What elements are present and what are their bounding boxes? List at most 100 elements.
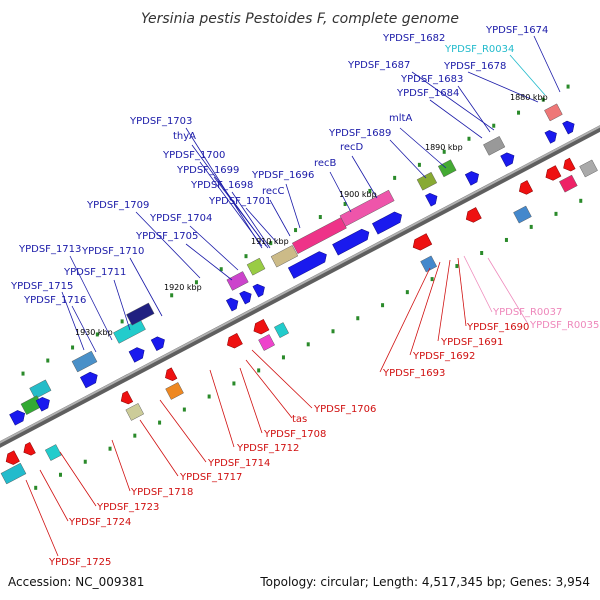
gene-label[interactable]: recC [262, 186, 285, 197]
gene-label[interactable]: YPDSF_1724 [68, 517, 131, 528]
forward-gene-labels: YPDSF_1674 YPDSF_1682 YPDSF_1678 YPDSF_1… [10, 25, 548, 306]
gene-label[interactable]: YPDSF_1674 [485, 25, 548, 36]
gene-label[interactable]: YPDSF_1701 [208, 196, 271, 207]
gene-label[interactable]: YPDSF_1700 [162, 150, 225, 161]
gene-arrow-shape [465, 207, 482, 223]
tick-mark [356, 316, 360, 321]
gene-arrow-shape [464, 171, 479, 186]
gene-arrow-shape [332, 228, 370, 256]
tick-mark [331, 329, 335, 334]
leader-line [231, 191, 271, 249]
gene-label[interactable]: YPDSF_1718 [130, 487, 193, 498]
gene-label[interactable]: YPDSF_1678 [443, 61, 506, 72]
leader-line [409, 261, 441, 356]
leader-line [199, 161, 263, 247]
gene-label[interactable]: YPDSF_1698 [190, 180, 253, 191]
gene-label[interactable]: YPDSF_1714 [207, 458, 270, 469]
tick-mark [430, 277, 434, 282]
tick-mark [21, 371, 25, 376]
gene-label[interactable]: YPDSF_1689 [328, 128, 391, 139]
tick-mark [232, 381, 236, 386]
gene-label[interactable]: YPDSF_1683 [400, 74, 463, 85]
tick-mark [83, 459, 87, 464]
gene-label[interactable]: YPDSF_1682 [382, 33, 445, 44]
gene-box [258, 334, 275, 351]
gene-box [420, 255, 438, 273]
gene-box-rect [125, 403, 145, 421]
gene-arrow-forward [544, 130, 557, 144]
gene-box [246, 257, 266, 276]
gene-box [483, 136, 506, 156]
gene-box [29, 379, 52, 400]
gene-label[interactable]: mltA [389, 113, 412, 124]
gene-label[interactable]: recB [314, 158, 337, 169]
gene-label[interactable]: YPDSF_1703 [129, 116, 192, 127]
tick-mark [381, 303, 385, 308]
tick-mark [504, 237, 508, 242]
gene-label[interactable]: YPDSF_1717 [179, 472, 242, 483]
gene-label[interactable]: YPDSF_1690 [466, 322, 529, 333]
gene-label[interactable]: YPDSF_1696 [251, 170, 314, 181]
tick-mark [517, 110, 521, 115]
gene-arrow-reverse [563, 157, 576, 172]
leader-line [59, 451, 97, 507]
gene-label[interactable]: YPDSF_1687 [347, 60, 410, 71]
gene-box [44, 444, 62, 461]
tick-mark [269, 241, 273, 246]
tick-mark [529, 224, 533, 229]
leader-line [457, 85, 491, 133]
gene-arrow-shape [150, 336, 165, 351]
gene-arrow-shape [9, 410, 26, 426]
leader-line [411, 71, 495, 131]
gene-arrow-forward [35, 397, 50, 412]
gene-label[interactable]: YPDSF_1704 [149, 213, 212, 224]
kbp-label-1880: 1880 kbp [510, 93, 548, 102]
gene-label[interactable]: YPDSF_1723 [96, 502, 159, 513]
gene-label[interactable]: YPDSF_1684 [396, 88, 459, 99]
gene-arrow-forward [372, 211, 402, 235]
gene-label[interactable]: YPDSF_1709 [86, 200, 149, 211]
leader-line [437, 259, 451, 342]
gene-label[interactable]: thyA [173, 131, 196, 142]
gene-box-rect [416, 171, 438, 191]
gene-label[interactable]: YPDSF_1716 [23, 295, 86, 306]
gene-label[interactable]: YPDSF_1711 [63, 267, 126, 278]
gene-label[interactable]: YPDSF_1710 [81, 246, 144, 257]
gene-arrow-forward [80, 371, 98, 389]
leader-line [463, 255, 493, 313]
gene-label[interactable]: tas [292, 414, 307, 425]
gene-arrow-reverse [253, 318, 270, 335]
rna-label[interactable]: YPDSF_R0034 [444, 44, 514, 55]
gene-label[interactable]: YPDSF_1713 [18, 244, 81, 255]
gene-arrow-shape [120, 390, 134, 405]
tick-mark [71, 345, 75, 350]
tick-mark [219, 267, 223, 272]
leader-line [351, 155, 378, 199]
leader-line [379, 267, 431, 373]
gene-arrow-shape [544, 130, 557, 144]
rna-label[interactable]: YPDSF_R0037 [492, 307, 562, 318]
gene-arrow-shape [562, 120, 575, 135]
rna-label[interactable]: YPDSF_R0035 [529, 320, 599, 331]
gene-label[interactable]: YPDSF_1691 [440, 337, 503, 348]
gene-label[interactable]: YPDSF_1715 [10, 281, 73, 292]
gene-arrow-shape [227, 332, 243, 349]
gene-box-rect [165, 382, 184, 400]
leader-line [467, 71, 539, 103]
gene-label[interactable]: YPDSF_1712 [236, 443, 299, 454]
leader-line [139, 419, 179, 477]
tick-mark [541, 97, 545, 102]
tick-mark [194, 280, 198, 285]
gene-label[interactable]: YPDSF_1708 [263, 429, 326, 440]
gene-label[interactable]: YPDSF_1693 [382, 368, 445, 379]
gene-label[interactable]: YPDSF_1705 [135, 231, 198, 242]
tick-mark [294, 228, 298, 233]
gene-arrow-forward [239, 290, 252, 305]
leader-line [509, 54, 546, 96]
gene-label[interactable]: YPDSF_1692 [412, 351, 475, 362]
gene-label[interactable]: YPDSF_1706 [313, 404, 376, 415]
leader-line [251, 349, 313, 409]
gene-label[interactable]: YPDSF_1725 [48, 557, 111, 568]
gene-label[interactable]: recD [340, 142, 364, 153]
gene-label[interactable]: YPDSF_1699 [176, 165, 239, 176]
